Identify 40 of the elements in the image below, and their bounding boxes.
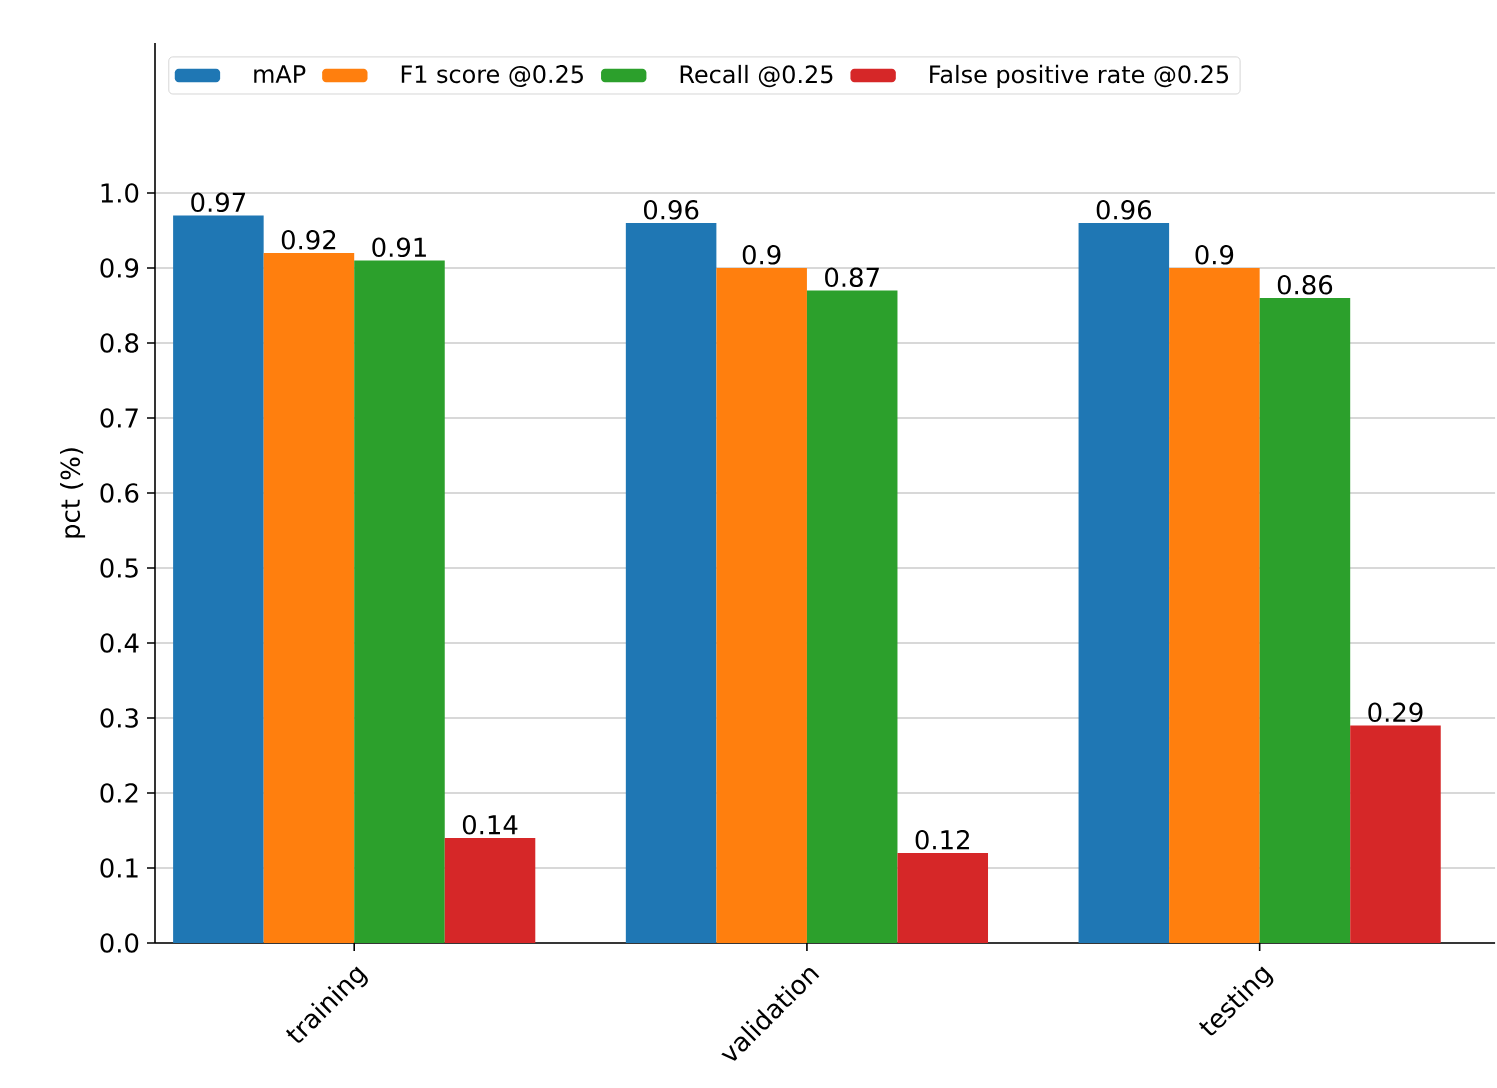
data-label: 0.9 xyxy=(1195,245,1234,265)
data-label: 0.96 xyxy=(643,200,699,220)
legend-label: F1 score @0.25 xyxy=(401,65,583,87)
data-label: 0.87 xyxy=(825,267,879,288)
bar xyxy=(444,838,536,943)
y-tick-label: 0.5 xyxy=(100,558,138,578)
data-label: 0.14 xyxy=(462,815,518,835)
y-tick-label: 0.7 xyxy=(100,408,138,428)
y-tick-label: 0.4 xyxy=(100,633,139,653)
y-tick-label: 0.8 xyxy=(100,333,139,353)
data-label: 0.9 xyxy=(742,245,781,265)
y-tick-label: 0.3 xyxy=(100,708,138,728)
bar xyxy=(806,290,898,943)
bar xyxy=(897,853,989,943)
y-tick-label: 0.9 xyxy=(100,258,139,278)
legend-label: Recall @0.25 xyxy=(680,64,833,88)
data-label: 0.96 xyxy=(1096,200,1152,220)
bar xyxy=(1169,267,1260,943)
y-tick-label: 0.2 xyxy=(100,783,138,803)
bar xyxy=(263,252,355,943)
data-label: 0.12 xyxy=(915,830,969,850)
bar xyxy=(1259,297,1351,943)
bar xyxy=(1350,725,1441,943)
data-label: 0.97 xyxy=(191,192,246,213)
legend-label: False positive rate @0.25 xyxy=(930,64,1229,88)
y-axis-title: pct (%) xyxy=(60,448,86,538)
data-label: 0.91 xyxy=(372,237,426,258)
bar xyxy=(173,215,264,943)
data-label: 0.92 xyxy=(281,230,336,250)
data-label: 0.86 xyxy=(1277,275,1333,295)
bar xyxy=(625,222,717,943)
y-tick-label: 0.1 xyxy=(100,858,138,878)
bar xyxy=(716,267,807,943)
bar xyxy=(354,260,445,943)
y-tick-label: 0.0 xyxy=(100,933,139,953)
data-label: 0.29 xyxy=(1368,702,1423,723)
legend-label: mAP xyxy=(254,65,306,83)
bar xyxy=(1078,222,1170,943)
y-tick-label: 1.0 xyxy=(101,183,139,203)
y-tick-label: 0.6 xyxy=(100,483,139,503)
